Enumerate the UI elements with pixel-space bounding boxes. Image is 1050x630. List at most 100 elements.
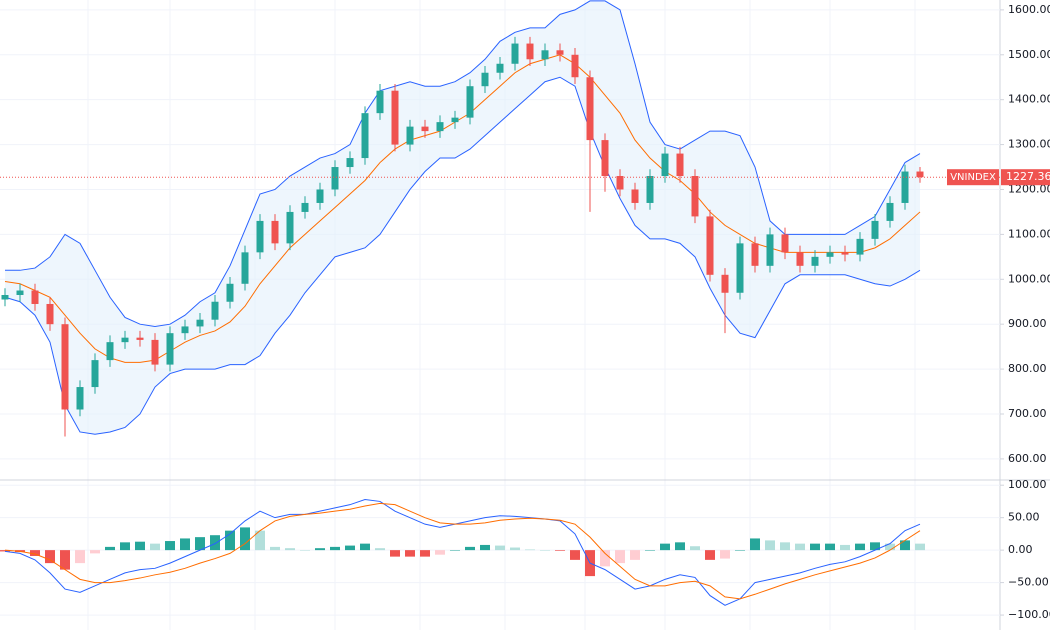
macd-histogram-bar: [915, 543, 925, 551]
macd-histogram-bar: [330, 546, 340, 551]
candle-body: [676, 153, 684, 177]
macd-histogram-bar: [795, 543, 805, 551]
candle-body: [391, 90, 399, 145]
candle-body: [901, 171, 909, 203]
candle-body: [16, 290, 24, 296]
candle-body: [886, 202, 894, 221]
candle-body: [616, 176, 624, 190]
macd-histogram-bar: [540, 550, 550, 551]
macd-histogram-bar: [885, 543, 895, 551]
macd-histogram-bar: [135, 541, 145, 551]
candle-body: [406, 126, 414, 145]
macd-histogram-bar: [645, 550, 655, 551]
macd-histogram-bar: [45, 550, 55, 564]
bollinger-fill: [5, 0, 920, 435]
macd-histogram-bar: [345, 545, 355, 551]
last-price-label: 1227.36: [1006, 170, 1050, 183]
candle-body: [466, 86, 474, 118]
bollinger-upper: [5, 0, 921, 327]
price-tick-label: 700.00: [1008, 407, 1047, 420]
candle-body: [646, 176, 654, 203]
candle-body: [766, 234, 774, 266]
macd-histogram-bar: [780, 542, 790, 551]
macd-histogram-bar: [120, 542, 130, 551]
candle-body: [226, 283, 234, 302]
macd-histogram-bar: [255, 530, 265, 551]
candle-body: [436, 122, 444, 132]
candle-body: [721, 274, 729, 293]
macd-histogram-bar: [300, 550, 310, 551]
macd-histogram-bar: [465, 546, 475, 551]
candle-body: [661, 153, 669, 177]
macd-histogram-bar: [525, 549, 535, 551]
symbol-label: VNINDEX: [950, 172, 996, 183]
macd-tick-label: 0.00: [1008, 543, 1033, 556]
macd-histogram-bar: [840, 544, 850, 551]
last-price-label-bg: [1001, 169, 1050, 186]
candle-body: [1, 295, 9, 300]
candle-body: [691, 176, 699, 217]
macd-histogram-bar: [210, 535, 220, 551]
macd-histogram-bar: [105, 546, 115, 551]
candle-body: [736, 243, 744, 293]
candle-body: [451, 117, 459, 123]
macd-histogram-bar: [315, 548, 325, 551]
macd-histogram-bar: [180, 538, 190, 551]
macd-histogram-bar: [0, 550, 10, 552]
macd-histogram-bar: [270, 546, 280, 551]
candle-body: [856, 238, 864, 255]
macd-histogram-bar: [90, 550, 100, 554]
candle-body: [631, 189, 639, 203]
macd-histogram-bar: [285, 548, 295, 551]
price-tick-label: 1300.00: [1008, 138, 1050, 151]
price-tick-label: 1200.00: [1008, 182, 1050, 195]
macd-histogram-bar: [435, 550, 445, 555]
candle-body: [196, 319, 204, 327]
price-tick-label: 600.00: [1008, 452, 1047, 465]
candle-body: [751, 243, 759, 266]
macd-histogram-bar: [450, 550, 460, 551]
macd-histogram-bar: [495, 545, 505, 551]
macd-histogram-bar: [240, 527, 250, 551]
candle-body: [301, 202, 309, 212]
candle-body: [91, 360, 99, 388]
macd-histogram-bar: [720, 550, 730, 559]
candle-body: [331, 167, 339, 190]
macd-histogram-bar: [225, 530, 235, 551]
macd-histogram-bar: [825, 543, 835, 551]
candle-body: [31, 290, 39, 304]
candle-body: [421, 126, 429, 132]
candle-body: [556, 50, 564, 55]
macd-histogram-bar: [705, 550, 715, 560]
macd-histogram-bar: [615, 550, 625, 564]
macd-histogram-bar: [30, 550, 40, 556]
candle-body: [46, 303, 54, 325]
candle-body: [151, 339, 159, 365]
macd-histogram-bar: [675, 542, 685, 551]
candle-body: [781, 234, 789, 253]
macd-histogram-bar: [570, 550, 580, 560]
candle-body: [586, 77, 594, 141]
bollinger-lower: [4, 76, 921, 435]
signal-line: [4, 502, 921, 600]
macd-histogram-bar: [690, 546, 700, 551]
candle-body: [706, 216, 714, 275]
candle-body: [916, 171, 924, 178]
price-tick-label: 1100.00: [1008, 227, 1050, 240]
candle-body: [181, 326, 189, 334]
candle-body: [511, 43, 519, 64]
price-tick-label: 1600.00: [1008, 3, 1050, 16]
macd-histogram-bar: [405, 550, 415, 557]
macd-tick-label: 50.00: [1008, 511, 1040, 524]
price-tick-label: 800.00: [1008, 362, 1047, 375]
symbol-label-bg: [947, 169, 999, 186]
macd-histogram-bar: [735, 550, 745, 551]
candle-body: [796, 252, 804, 266]
macd-histogram-bar: [870, 542, 880, 551]
macd-histogram-bar: [900, 540, 910, 551]
candle-body: [601, 140, 609, 177]
price-tick-label: 1000.00: [1008, 272, 1050, 285]
candle-body: [526, 43, 534, 60]
price-tick-label: 1400.00: [1008, 93, 1050, 106]
